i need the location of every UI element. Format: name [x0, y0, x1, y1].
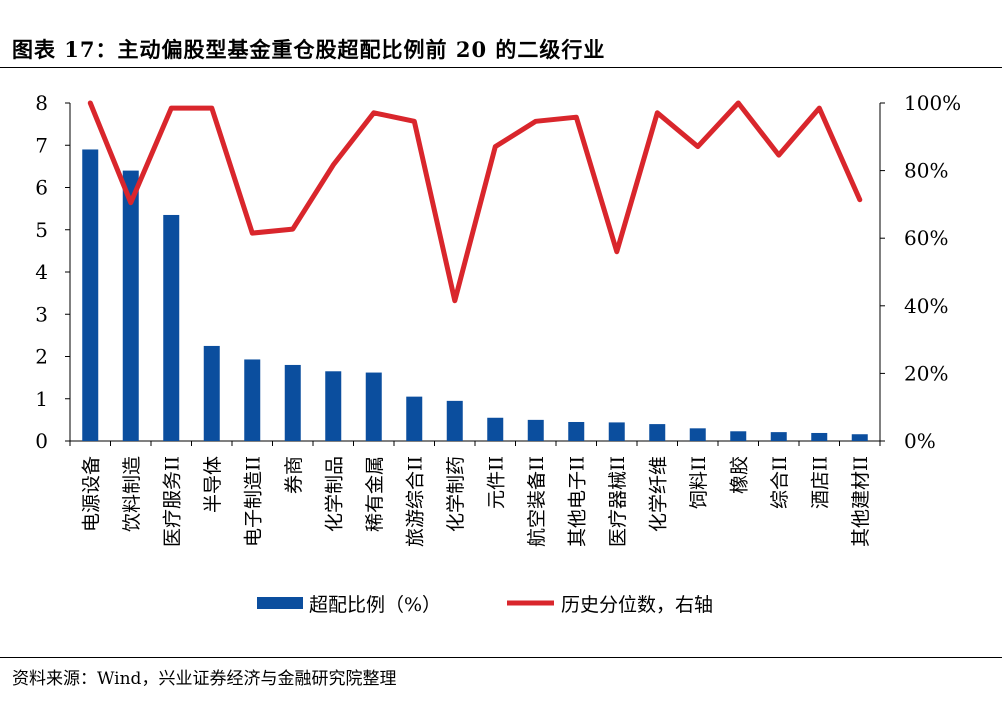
- y-right-tick-label: 0%: [904, 429, 936, 453]
- bar: [730, 431, 747, 441]
- y-left-tick-label: 2: [35, 345, 48, 369]
- bar: [608, 422, 625, 441]
- legend-bar-swatch: [257, 597, 303, 609]
- bar: [649, 424, 666, 441]
- bar: [446, 400, 463, 441]
- y-right-tick-label: 20%: [904, 361, 948, 385]
- bar: [811, 432, 828, 441]
- legend-line-label: 历史分位数，右轴: [561, 594, 713, 616]
- y-left-tick-label: 5: [35, 218, 48, 242]
- percentile-line: [87, 100, 863, 304]
- x-tick-label: 化学制品: [323, 456, 345, 532]
- bar: [163, 214, 180, 441]
- x-tick-label: 化学纤维: [647, 456, 669, 532]
- x-tick-label: 饮料制造: [121, 456, 143, 532]
- x-tick-label: 医疗器械II: [607, 456, 629, 547]
- x-tick-label: 券商: [283, 456, 305, 494]
- x-tick-label: 其他电子II: [566, 456, 588, 547]
- x-tick-label: 半导体: [202, 456, 224, 513]
- bar: [527, 419, 544, 441]
- bar: [325, 371, 342, 441]
- x-tick-label: 稀有金属: [364, 456, 386, 532]
- title-divider: [0, 67, 1002, 68]
- y-left-tick-label: 4: [35, 260, 48, 284]
- x-tick-label: 元件II: [485, 456, 507, 509]
- x-tick-label: 综合II: [769, 456, 791, 509]
- bar: [82, 149, 99, 441]
- bar: [770, 432, 787, 441]
- x-tick-label: 其他建材II: [850, 456, 872, 547]
- legend: 超配比例（%） 历史分位数，右轴: [257, 594, 713, 616]
- bar: [284, 364, 301, 441]
- y-left-tick-label: 7: [35, 133, 48, 157]
- x-tick-label: 旅游综合II: [404, 456, 426, 547]
- bar: [365, 372, 382, 441]
- y-left-tick-label: 8: [35, 91, 48, 115]
- legend-bar-label: 超配比例（%）: [309, 594, 441, 616]
- x-tick-label: 电子制造II: [242, 456, 264, 547]
- x-tick-label: 航空装备II: [526, 456, 548, 547]
- bar: [203, 345, 220, 441]
- y-left-tick-label: 3: [35, 302, 48, 326]
- y-right-tick-label: 60%: [904, 226, 948, 250]
- bar: [689, 428, 706, 441]
- y-left-tick-label: 6: [35, 176, 48, 200]
- line-series: [87, 100, 863, 304]
- bar: [487, 417, 504, 441]
- y-left-tick-label: 1: [35, 387, 48, 411]
- bar: [406, 396, 423, 441]
- x-axis-labels: 电源设备 饮料制造 医疗服务II 半导体 电子制造II 券商 化学制品 稀有金属 旅游综合II 化…: [80, 456, 872, 547]
- bar: [122, 170, 139, 441]
- x-tick-label: 橡胶: [728, 456, 750, 494]
- x-tick-label: 电源设备: [80, 456, 102, 532]
- chart-title: 图表 17：主动偏股型基金重仓股超配比例前 20 的二级行业: [12, 37, 606, 62]
- y-left-tick-label: 0: [35, 429, 48, 453]
- x-tick-label: 酒店II: [809, 456, 831, 509]
- y-right-tick-label: 40%: [904, 294, 948, 318]
- x-tick-label: 化学制药: [445, 456, 467, 532]
- y-right-tick-label: 80%: [904, 159, 948, 183]
- bar: [568, 421, 585, 441]
- x-tick-label: 医疗服务II: [161, 456, 183, 547]
- bar: [244, 359, 261, 441]
- bar-series: [82, 149, 868, 441]
- bar: [851, 434, 868, 441]
- x-tick-label: 饲料II: [688, 456, 710, 509]
- y-right-tick-label: 100%: [904, 91, 961, 115]
- footer-divider: [0, 657, 1002, 658]
- source-note: 资料来源：Wind，兴业证券经济与金融研究院整理: [12, 669, 397, 689]
